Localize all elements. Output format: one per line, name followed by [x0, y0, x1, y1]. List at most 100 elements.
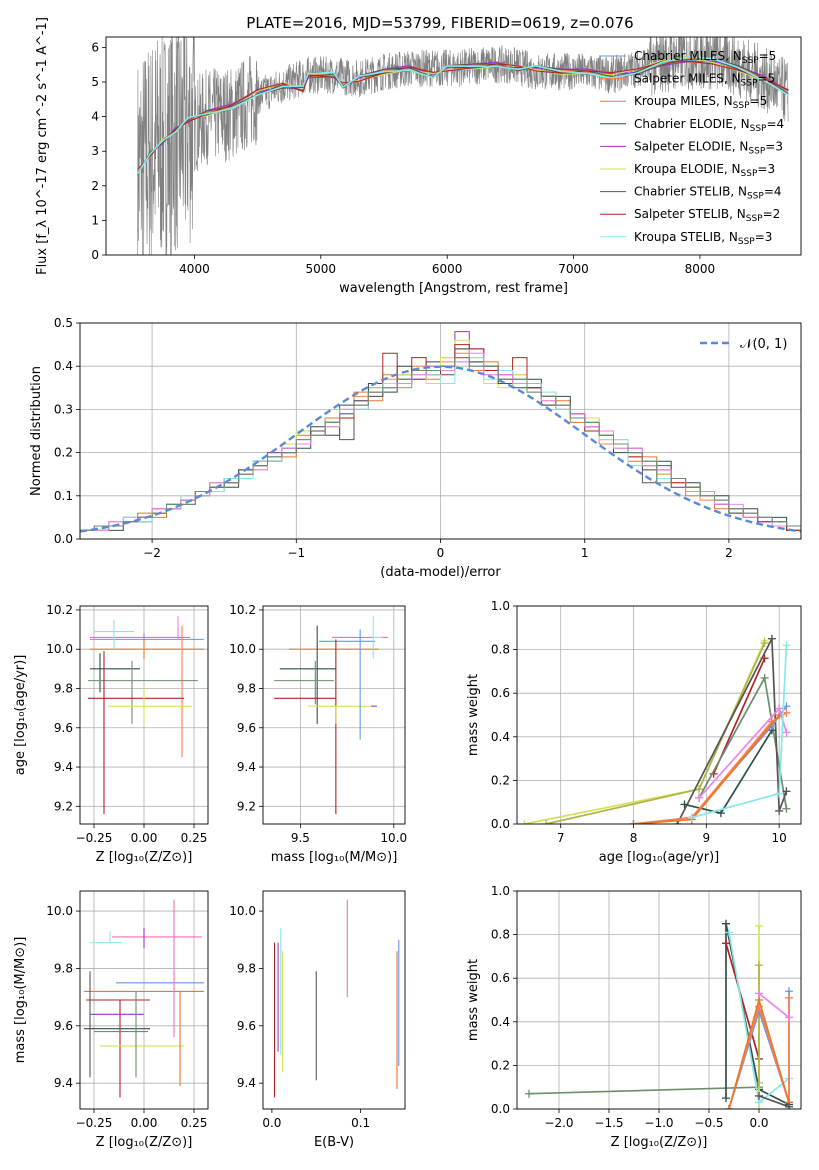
- y-tick-label: 10.2: [229, 603, 256, 617]
- y-axis-label: mass [log₁₀(M/M⊙)]: [13, 937, 28, 1064]
- y-tick-label: 5: [91, 75, 99, 89]
- weight-marker: [755, 1091, 763, 1100]
- x-axis-label: wavelength [Angstrom, rest frame]: [339, 281, 568, 296]
- plot-area: [274, 615, 389, 815]
- axes-frame: −0.25 0.00 0.25 9.2 9.4 9.6 9.8 10.0 10.2 Z [log₁…: [13, 603, 209, 865]
- x-tick-label: −0.5: [694, 1116, 723, 1130]
- plot-area: [273, 899, 400, 1098]
- weight-marker: [782, 641, 791, 650]
- x-tick-label: 6000: [432, 262, 463, 276]
- errorbar-point: [274, 639, 337, 815]
- y-tick-label: 9.8: [54, 961, 73, 975]
- x-tick-label: 10: [772, 831, 787, 845]
- x-axis-label: Z [log₁₀(Z/Z⊙)]: [96, 1135, 193, 1150]
- y-tick-label: 9.2: [54, 799, 73, 813]
- y-tick-label: 0.0: [491, 1102, 510, 1116]
- x-tick-label: −1.5: [594, 1116, 623, 1130]
- y-tick-label: 0.6: [491, 686, 510, 700]
- weight-vs-metallicity-panel: −2.0 −1.5 −1.0 −0.5 0.0 0.0 0.2 0.4 0.6 0.8 1.0 Z […: [466, 884, 802, 1150]
- y-tick-label: 9.4: [237, 760, 256, 774]
- weight-marker: [775, 806, 784, 815]
- gaussian-reference-curve: [80, 365, 801, 533]
- weight-marker: [680, 800, 689, 809]
- errorbar-point: [88, 660, 198, 724]
- axes-frame: −2.0 −1.5 −1.0 −0.5 0.0 0.0 0.2 0.4 0.6 0.8 1.0 Z […: [466, 884, 802, 1150]
- weight-line: [528, 1086, 760, 1095]
- y-tick-label: 9.6: [237, 721, 256, 735]
- y-tick-label: 2: [91, 179, 99, 193]
- weight-marker: [785, 993, 793, 1002]
- y-tick-label: 0.1: [54, 489, 73, 503]
- x-tick-label: 0.00: [131, 1116, 158, 1130]
- x-tick-label: 1: [581, 546, 589, 560]
- age-vs-mass-panel: 9.5 10.0 9.2 9.4 9.6 9.8 10.0 10.2 mass [log₁₀(M…: [229, 603, 407, 865]
- plot-area: [525, 919, 793, 1109]
- y-tick-label: 0.0: [491, 817, 510, 831]
- x-tick-label: −0.25: [76, 831, 113, 845]
- x-tick-label: 10.0: [380, 831, 407, 845]
- y-axis-label: age [log₁₀(age/yr)]: [13, 655, 28, 776]
- x-tick-label: 0.0: [262, 1116, 281, 1130]
- x-tick-label: 7: [557, 831, 565, 845]
- weight-marker: [785, 1013, 793, 1022]
- weight-marker: [775, 789, 784, 798]
- axes-frame: 7 8 9 10 0.0 0.2 0.4 0.6 0.8 1.0 age [log₁₀(age/yr…: [466, 599, 802, 865]
- y-tick-label: 1: [91, 213, 99, 227]
- errorbar-point: [108, 686, 192, 726]
- spectrum-panel: 4000 5000 6000 7000 8000 0 1 2 3 4 5 6 wavelength [A…: [35, 17, 802, 296]
- model-fit-line: [137, 58, 789, 175]
- axes-frame: 0.0 0.1 9.4 9.6 9.8 10.0 E(B-V): [229, 890, 406, 1150]
- y-tick-label: 9.6: [54, 1019, 73, 1033]
- weight-marker: [755, 961, 763, 970]
- y-tick-label: 0.4: [54, 359, 73, 373]
- weight-line: [633, 712, 787, 824]
- weight-line: [725, 943, 760, 1060]
- weight-marker: [687, 813, 696, 822]
- y-axis-label: mass weight: [466, 959, 481, 1041]
- x-axis-label: Z [log₁₀(Z/Z⊙)]: [611, 1135, 708, 1150]
- y-tick-label: 10.0: [229, 904, 256, 918]
- errorbar-point: [88, 651, 184, 815]
- plot-area: [88, 615, 204, 815]
- y-tick-label: 9.2: [237, 799, 256, 813]
- x-tick-label: 8: [630, 831, 638, 845]
- weight-marker: [760, 639, 769, 648]
- y-axis-label: Flux [f_λ 10^-17 erg cm^-2 s^-1 A^-1]: [35, 17, 50, 275]
- weight-marker: [722, 939, 730, 948]
- x-tick-label: 0.00: [131, 831, 158, 845]
- x-tick-label: 8000: [685, 262, 716, 276]
- y-axis-label: Normed distribution: [29, 366, 44, 496]
- y-tick-label: 0.2: [491, 773, 510, 787]
- x-tick-label: −2: [143, 546, 161, 560]
- x-tick-label: 9: [703, 831, 711, 845]
- weight-marker: [542, 820, 551, 824]
- y-tick-label: 10.0: [229, 642, 256, 656]
- y-tick-label: 9.6: [54, 721, 73, 735]
- y-tick-label: 1.0: [491, 884, 510, 898]
- y-tick-label: 0.2: [491, 1058, 510, 1072]
- x-tick-label: −1: [287, 546, 305, 560]
- x-axis-label: mass [log₁₀(M/M⊙)]: [271, 850, 398, 865]
- legend-entry: Kroupa STELIB, NSSP=3: [634, 230, 772, 247]
- weight-marker: [629, 820, 638, 824]
- x-tick-label: 5000: [306, 262, 337, 276]
- x-tick-label: 0.0: [749, 1116, 768, 1130]
- errorbar-point: [274, 660, 334, 705]
- y-tick-label: 0.2: [54, 446, 73, 460]
- weight-marker: [782, 728, 791, 737]
- errorbar-point: [372, 615, 383, 660]
- y-tick-label: 9.8: [54, 681, 73, 695]
- x-tick-label: −0.25: [76, 1116, 113, 1130]
- weight-marker: [722, 919, 730, 928]
- y-tick-label: 9.8: [237, 681, 256, 695]
- y-tick-label: 10.0: [46, 642, 73, 656]
- axes-frame: 4000 5000 6000 7000 8000 0 1 2 3 4 5 6 wavelength [A…: [35, 17, 802, 296]
- legend-entry: Salpeter MILES, NSSP=5: [634, 72, 775, 89]
- model-fit-line: [137, 57, 789, 171]
- weight-marker: [775, 704, 784, 713]
- weight-line: [758, 1095, 790, 1108]
- weight-marker: [725, 928, 733, 937]
- weight-marker: [520, 820, 529, 824]
- mass-vs-ebv-panel: 0.0 0.1 9.4 9.6 9.8 10.0 E(B-V): [229, 890, 406, 1150]
